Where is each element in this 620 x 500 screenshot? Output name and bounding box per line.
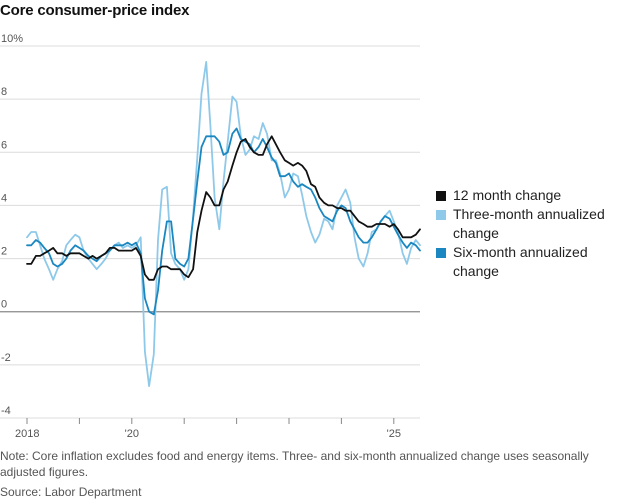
legend-item-six-month: Six-month annualized change [434, 243, 620, 281]
legend-label-six-month: Six-month annualized change [453, 244, 588, 279]
y-tick-label: 10% [1, 33, 23, 45]
y-tick-label: -4 [1, 405, 11, 417]
legend-swatch-three-month [436, 210, 446, 220]
legend-label-three-month: Three-month annualized change [453, 206, 605, 241]
chart-title: Core consumer-price index [0, 2, 190, 19]
x-tick-label: '25 [387, 428, 401, 440]
y-tick-label: -2 [1, 352, 11, 364]
tick-layer: 10% 8 6 4 2 0 -2 -4 2018 '20 '25 [1, 33, 401, 440]
chart-note: Note: Core inflation excludes food and e… [0, 449, 589, 479]
series-layer [26, 61, 421, 387]
series-line-12-month [26, 135, 421, 281]
y-tick-label: 6 [1, 139, 7, 151]
series-line-three-month [26, 61, 421, 387]
legend-label-12-month: 12 month change [453, 187, 562, 203]
chart-source: Source: Labor Department [0, 485, 142, 499]
y-tick-label: 4 [1, 192, 7, 204]
x-tick-label: 2018 [15, 428, 39, 440]
y-tick-label: 0 [1, 299, 7, 311]
series-line-six-month [26, 127, 421, 316]
x-tick-label: '20 [125, 428, 139, 440]
legend-swatch-six-month [436, 248, 446, 258]
grid-layer [0, 45, 420, 419]
legend: 12 month change Three-month annualized c… [434, 186, 620, 281]
y-tick-label: 8 [1, 86, 7, 98]
legend-item-12-month: 12 month change [434, 186, 620, 205]
y-tick-label: 2 [1, 246, 7, 258]
legend-item-three-month: Three-month annualized change [434, 205, 620, 243]
legend-swatch-12-month [436, 191, 446, 201]
